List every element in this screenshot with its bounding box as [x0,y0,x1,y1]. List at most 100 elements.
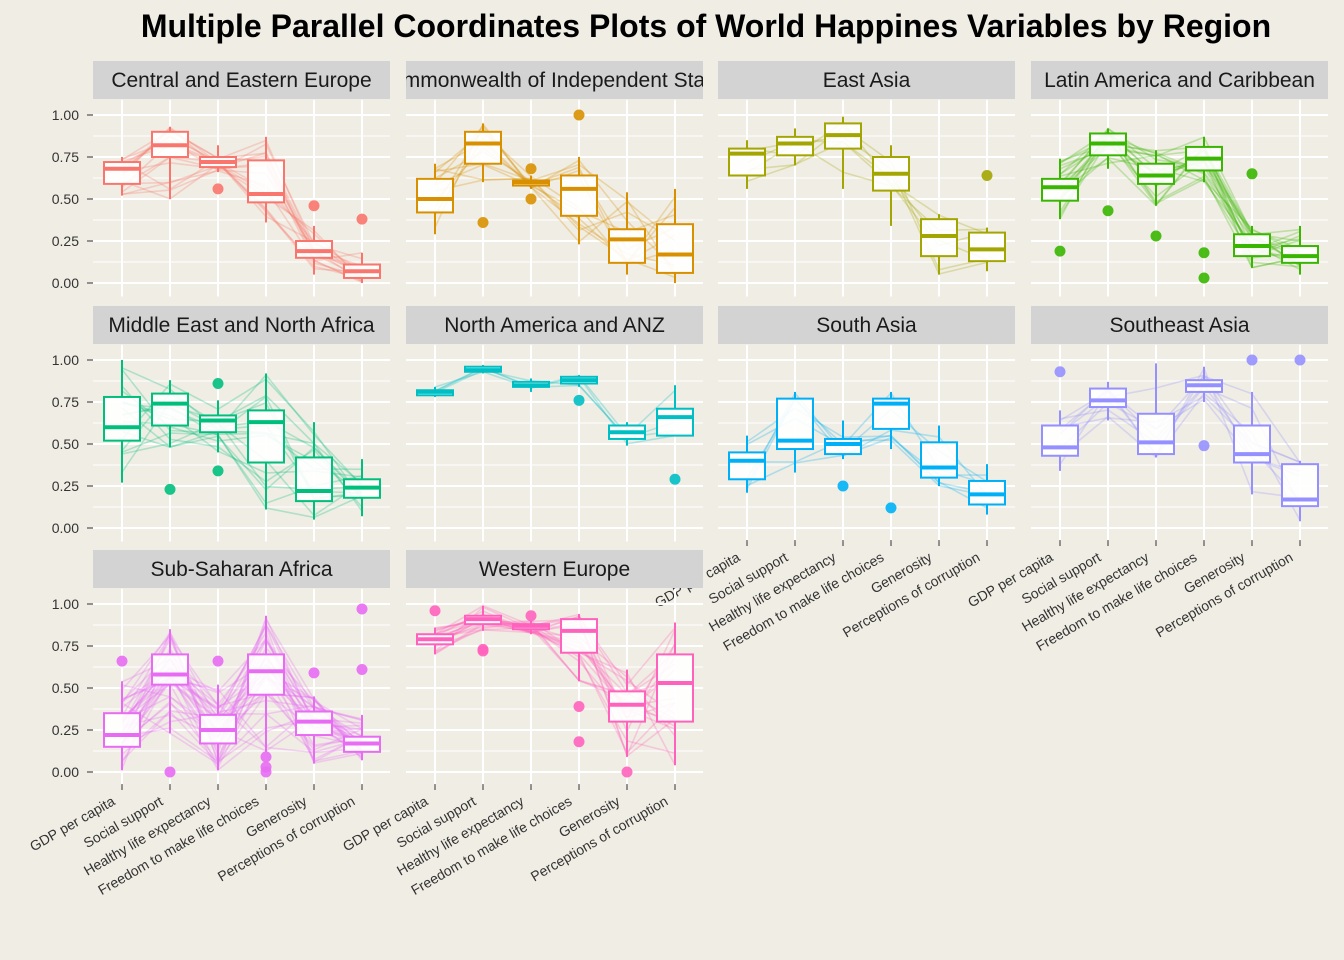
box [560,174,598,217]
chart-title: Multiple Parallel Coordinates Plots of W… [140,8,1272,44]
boxplot [608,192,646,275]
boxplot [247,615,285,752]
parallel-line [1059,375,1301,464]
boxplot [464,605,502,631]
box [151,653,189,686]
strip-label: Middle East and North Africa [108,314,374,337]
boxplot [343,714,381,761]
boxplot [1233,391,1271,495]
strip-background [1031,61,1328,99]
outlier-point [621,766,633,778]
boxplot [103,360,141,483]
box [824,437,862,456]
parallel-line [434,168,676,241]
outlier-point [356,664,368,676]
gridlines [718,99,1015,297]
outlier-point [1198,272,1210,284]
outlier-point [1198,440,1210,452]
outlier-point [212,465,224,477]
outlier-point [212,655,224,667]
outlier-point [116,655,128,667]
outlier-point [260,751,272,763]
boxplot [464,365,502,374]
boxplot [512,175,550,189]
boxplot [416,386,454,397]
outlier-point [573,700,585,712]
boxplot [512,378,550,392]
boxplot [1281,460,1319,522]
boxplot [1185,136,1223,183]
box [656,223,694,274]
strip-background [718,306,1015,344]
boxplot [199,400,237,453]
box [728,451,766,481]
panel-latin-america-and-caribbean: Latin America and Caribbean [1031,61,1328,297]
parallel-line [746,439,988,497]
box [1089,387,1127,409]
parallel-line [121,692,363,759]
boxplot [824,420,862,460]
outlier-point [212,183,224,195]
y-tick-label: 0.75 [52,638,79,654]
boxplot [656,622,694,766]
strip-background [406,306,703,344]
y-tick-label: 0.25 [52,722,79,738]
gridlines [406,344,703,542]
outlier-point [573,394,585,406]
outlier-point [525,193,537,205]
boxplot [199,145,237,173]
parallel-line [434,618,676,758]
parallel-line [1059,145,1301,269]
parallel-line [121,164,363,282]
y-tick-label: 0.25 [52,478,79,494]
outlier-point [356,213,368,225]
boxplot [920,425,958,486]
boxplot [343,459,381,517]
box [968,231,1006,263]
strip-label: North America and ANZ [444,314,665,337]
boxplot [151,380,189,448]
boxplot [1089,381,1127,421]
parallel-line [121,367,363,487]
boxplot [295,225,333,275]
boxplot [560,375,598,387]
boxplot [1041,158,1079,220]
strip-label: Western Europe [479,558,630,581]
boxplot [728,140,766,189]
y-tick-label: 0.00 [52,520,79,536]
box [247,159,285,204]
boxplot [247,136,285,223]
parallel-line [121,156,363,283]
boxplot [872,391,910,450]
boxplot [416,163,454,235]
y-tick-label: 0.75 [52,394,79,410]
y-tick-label: 1.00 [52,107,79,123]
outlier-point [260,766,272,778]
boxplot [824,116,862,189]
boxplot [656,385,694,437]
parallel-line [121,710,363,765]
outlier-point [477,645,489,657]
outlier-point [1054,366,1066,378]
strip-label: Commonwealth of Independent States [376,69,733,92]
boxplot [151,126,189,199]
boxplot [560,614,598,682]
strip-background [93,306,390,344]
y-tick-label: 0.00 [52,764,79,780]
boxplot [968,227,1006,272]
boxplot [295,422,333,520]
boxplot [1281,225,1319,275]
boxplot [1137,150,1175,206]
boxplot [295,696,333,764]
boxplot [343,252,381,283]
boxplot [416,627,454,655]
outlier-point [212,378,224,390]
strip-label: East Asia [823,69,911,92]
box [151,392,189,427]
box [1233,424,1271,464]
y-tick-label: 0.50 [52,436,79,452]
boxplot [151,629,189,734]
